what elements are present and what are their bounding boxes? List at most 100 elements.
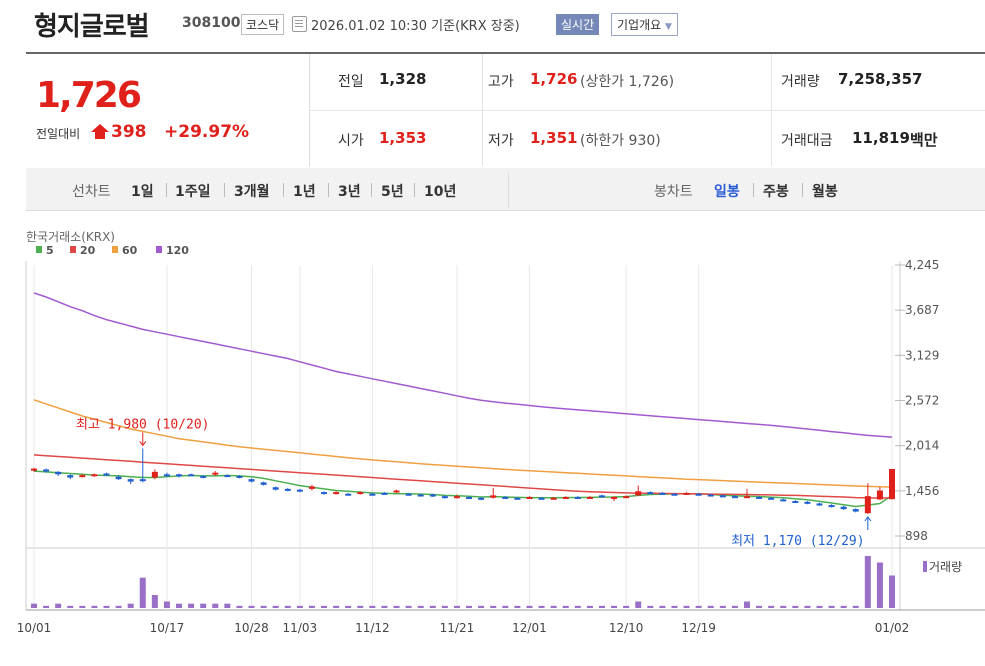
col-divider <box>771 54 772 166</box>
price-chart[interactable]: 4,245 3,687 3,129 2,572 2,014 1,456 898 10/01 10… <box>0 220 985 666</box>
candle-body <box>804 501 811 504</box>
volume-bar <box>248 605 255 608</box>
volume-bar <box>852 605 859 608</box>
candle-body <box>248 479 255 482</box>
volume-bar <box>139 577 146 608</box>
volume-legend-label: 거래량 <box>929 560 962 574</box>
candle-body <box>31 468 37 471</box>
candle-body <box>840 506 847 510</box>
candle-body <box>103 473 110 476</box>
chevron-down-icon: ▼ <box>665 22 672 32</box>
open-value: 1,353 <box>379 129 427 147</box>
candle-body <box>683 492 690 495</box>
candle-body <box>393 490 400 493</box>
volume-bar <box>816 605 823 608</box>
clock-icon <box>292 16 307 32</box>
x-tick-label: 11/03 <box>283 621 318 635</box>
candle-daily[interactable]: 일봉 <box>714 184 740 200</box>
realtime-button[interactable]: 실시간 <box>556 14 600 35</box>
x-tick-label: 01/02 <box>875 621 910 635</box>
period-1w[interactable]: 1주일 <box>175 184 211 200</box>
overview-label: 기업개요 <box>617 18 662 32</box>
exchange-label: 한국거래소(KRX) <box>26 230 115 244</box>
candle-body <box>502 496 509 499</box>
volume-bar <box>212 603 219 608</box>
ma-20-line <box>33 454 893 499</box>
volume-bar <box>224 603 231 608</box>
sep <box>166 183 167 197</box>
candle-body <box>139 479 146 482</box>
candle-body <box>526 496 533 499</box>
sep <box>753 183 754 197</box>
high-label: 고가 <box>488 74 514 90</box>
current-price: 1,726 <box>36 75 142 116</box>
period-3y[interactable]: 3년 <box>338 184 361 200</box>
candle-body <box>224 475 231 478</box>
ma-120-line <box>33 292 893 438</box>
candle-body <box>852 509 859 512</box>
period-10y[interactable]: 10년 <box>424 184 457 200</box>
y-tick-label: 4,245 <box>905 258 939 272</box>
candle-body <box>538 497 545 500</box>
candle-body <box>345 493 352 496</box>
volume-bar <box>417 605 424 608</box>
volume-bar <box>780 605 787 608</box>
x-tick-label: 12/19 <box>681 621 716 635</box>
timestamp: 2026.01.02 10:30 기준(KRX 장중) <box>311 19 520 34</box>
candle-body <box>598 495 605 498</box>
candle-body <box>357 492 364 495</box>
candle-body <box>91 474 98 477</box>
volume-bar <box>236 605 243 608</box>
candle-body <box>417 494 424 497</box>
candle-body <box>308 486 315 489</box>
volume-bar <box>260 605 267 608</box>
volume-bar <box>103 605 110 608</box>
period-1d[interactable]: 1일 <box>131 184 154 200</box>
candle-body <box>163 474 170 477</box>
prev-close-value: 1,328 <box>379 70 427 88</box>
volume-bar <box>719 605 726 608</box>
candle-body <box>441 496 448 499</box>
open-label: 시가 <box>338 133 364 149</box>
amount-value: 11,819 <box>852 129 910 147</box>
volume-bar <box>188 603 195 608</box>
volume-bar <box>731 605 738 608</box>
volume-bar <box>611 605 618 608</box>
volume-bar <box>163 601 170 608</box>
legend-swatch-20 <box>70 246 76 253</box>
candle-weekly[interactable]: 주봉 <box>763 184 789 200</box>
current-price-box <box>26 54 310 167</box>
stock-code: 308100 <box>182 15 241 31</box>
company-overview-dropdown[interactable]: 기업개요 ▼ <box>611 13 678 36</box>
sep <box>414 183 415 197</box>
volume-bar <box>586 605 593 608</box>
volume-bar <box>695 605 702 608</box>
volume-bar <box>804 605 811 608</box>
volume-bar <box>647 605 654 608</box>
volume-bar <box>67 605 74 608</box>
volume-bar <box>574 605 581 608</box>
candle-body <box>586 496 593 499</box>
x-tick-label: 11/21 <box>440 621 475 635</box>
legend-swatch-5 <box>36 246 42 253</box>
candle-body <box>67 475 74 478</box>
sep <box>802 183 803 197</box>
candle-body <box>514 497 521 500</box>
y-tick-label: 2,572 <box>905 394 939 408</box>
volume-label: 거래량 <box>781 74 820 90</box>
period-5y[interactable]: 5년 <box>381 184 404 200</box>
amount-unit: 백만 <box>910 131 938 149</box>
volume-bar <box>55 603 62 608</box>
volume-bar <box>453 605 460 608</box>
volume-bar <box>357 605 364 608</box>
period-divider <box>508 172 509 208</box>
period-3m[interactable]: 3개월 <box>234 184 270 200</box>
volume-bar <box>671 605 678 608</box>
period-1y[interactable]: 1년 <box>293 184 316 200</box>
low-value: 1,351 <box>530 129 578 147</box>
volume-bar <box>127 603 134 608</box>
volume-bar <box>79 605 86 608</box>
candle-body <box>272 487 279 490</box>
sep <box>224 183 225 197</box>
candle-monthly[interactable]: 월봉 <box>812 184 838 200</box>
